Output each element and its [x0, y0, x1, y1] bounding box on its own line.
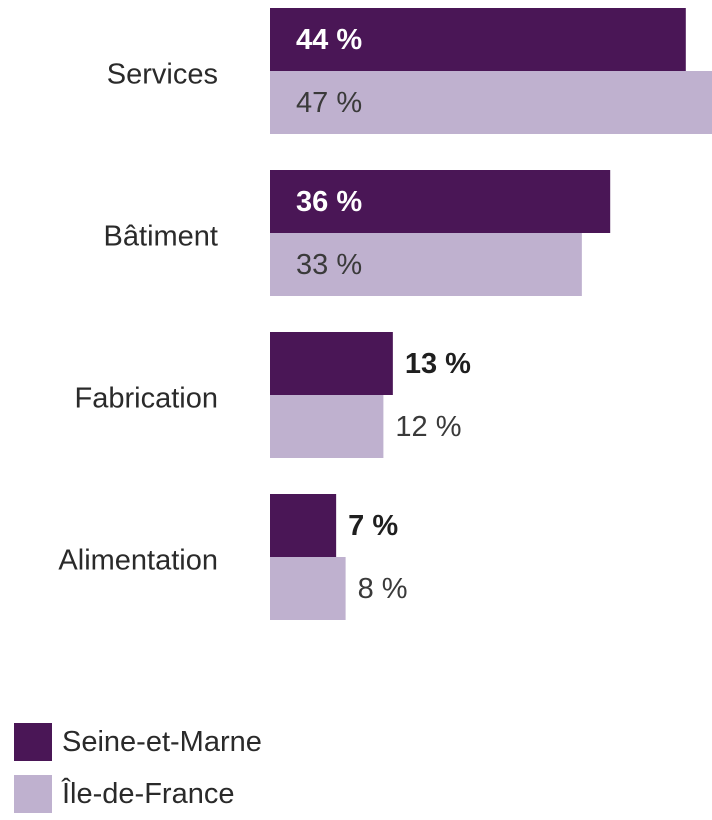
legend: Seine-et-Marne Île-de-France — [14, 716, 262, 820]
category-label-batiment: Bâtiment — [104, 221, 218, 253]
legend-label-ile-de-france: Île-de-France — [62, 777, 235, 810]
data-label-services-ile-de-france: 47 % — [296, 87, 362, 119]
legend-item-ile-de-france: Île-de-France — [14, 768, 262, 820]
data-label-fabrication-seine-et-marne: 13 % — [405, 348, 471, 380]
data-label-alimentation-ile-de-france: 8 % — [358, 573, 408, 605]
bar-batiment-seine-et-marne — [270, 170, 611, 233]
legend-label-seine-et-marne: Seine-et-Marne — [62, 725, 262, 758]
legend-swatch-ile-de-france — [14, 775, 52, 813]
data-label-alimentation-seine-et-marne: 7 % — [348, 510, 398, 542]
bar-fabrication-ile-de-france — [270, 395, 384, 458]
bar-chart: Services 44 % 47 % Bâtiment 36 % 33 % Fabricat… — [58, 8, 712, 620]
bar-batiment-ile-de-france — [270, 233, 582, 296]
bar-alimentation-seine-et-marne — [270, 494, 337, 557]
legend-swatch-seine-et-marne — [14, 723, 52, 761]
bar-fabrication-seine-et-marne — [270, 332, 393, 395]
bar-services-seine-et-marne — [270, 8, 686, 71]
data-label-services-seine-et-marne: 44 % — [296, 24, 362, 56]
category-label-services: Services — [107, 59, 218, 91]
bar-alimentation-ile-de-france — [270, 557, 346, 620]
bar-services-ile-de-france — [270, 71, 712, 134]
data-label-batiment-ile-de-france: 33 % — [296, 249, 362, 281]
category-label-alimentation: Alimentation — [58, 545, 218, 577]
legend-item-seine-et-marne: Seine-et-Marne — [14, 716, 262, 768]
data-label-fabrication-ile-de-france: 12 % — [395, 411, 461, 443]
data-label-batiment-seine-et-marne: 36 % — [296, 186, 362, 218]
category-label-fabrication: Fabrication — [75, 383, 218, 415]
